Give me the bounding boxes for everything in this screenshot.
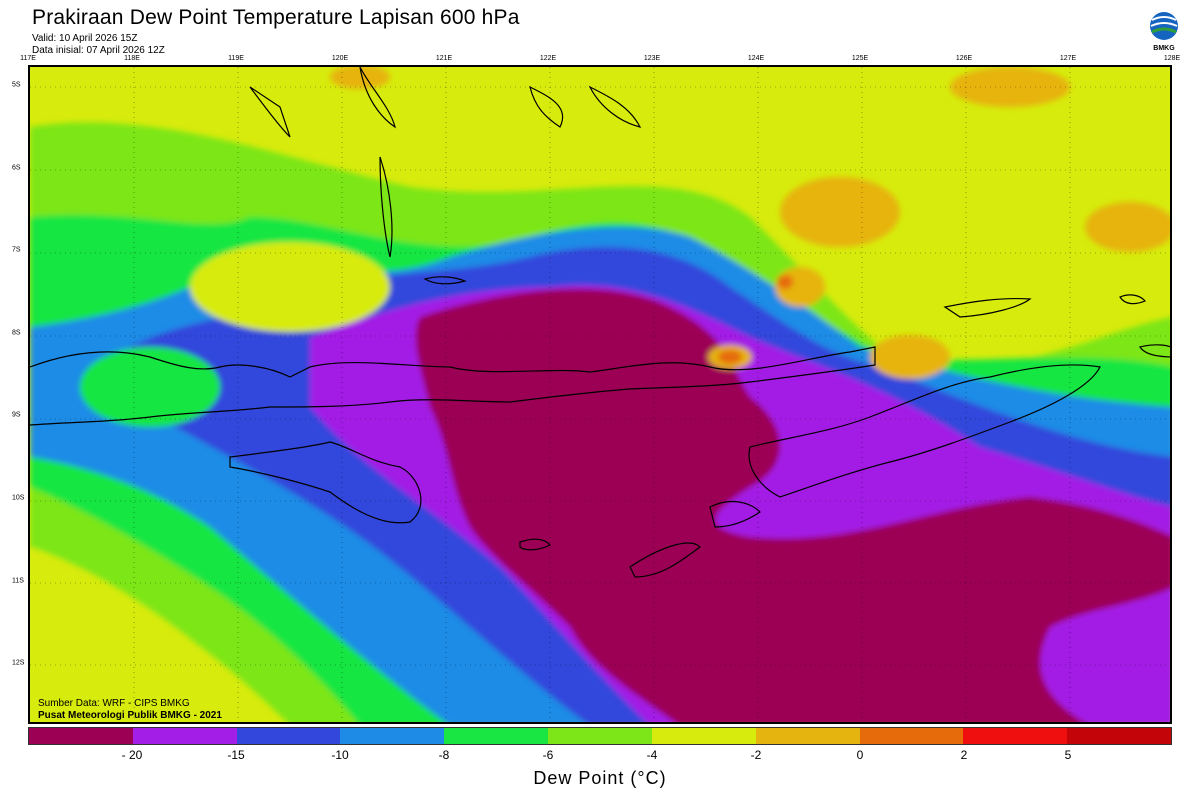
colorbar-segment xyxy=(340,728,445,744)
coastlines xyxy=(30,67,1170,578)
bmkg-logo-icon xyxy=(1150,12,1178,40)
colorbar-segment xyxy=(444,728,549,744)
lon-label: 127E xyxy=(1059,55,1077,62)
lon-label: 123E xyxy=(643,55,661,62)
lat-label: 11S xyxy=(12,577,24,585)
lon-label: 121E xyxy=(435,55,453,62)
colorbar-segment xyxy=(29,728,133,744)
init-time: Data inisial: 07 April 2026 12Z xyxy=(32,45,165,56)
colorbar-tick: -6 xyxy=(542,748,554,762)
lon-label: 119E xyxy=(228,55,244,62)
dewpoint-field xyxy=(30,67,1170,722)
lon-label: 128E xyxy=(1163,55,1181,62)
lat-label: 12S xyxy=(12,659,25,667)
lat-label: 9S xyxy=(12,411,21,419)
colorbar-tick: - 20 xyxy=(121,748,143,762)
colorbar-label: Dew Point (°C) xyxy=(533,768,667,788)
dewpoint-map xyxy=(28,65,1172,724)
colorbar-segment xyxy=(236,728,341,744)
colorbar-tick: -4 xyxy=(646,748,658,762)
colorbar-tick: 5 xyxy=(1064,748,1072,762)
lat-label: 8S xyxy=(12,329,21,337)
lon-label: 117E xyxy=(20,55,36,62)
map-title: Prakiraan Dew Point Temperature Lapisan … xyxy=(32,6,520,29)
source-label: Sumber Data: WRF - CIPS BMKG xyxy=(38,698,190,709)
colorbar-tick: 2 xyxy=(960,748,968,762)
lon-label: 118E xyxy=(124,55,140,62)
colorbar-segment xyxy=(651,728,756,744)
lon-label: 120E xyxy=(331,55,349,62)
bmkg-logo-text: BMKG xyxy=(1153,45,1175,52)
publisher-label: Pusat Meteorologi Publik BMKG - 2021 xyxy=(38,710,222,721)
lon-label: 124E xyxy=(747,55,765,62)
lat-label: 10S xyxy=(12,494,25,502)
colorbar xyxy=(28,727,1172,745)
lon-label: 125E xyxy=(851,55,869,62)
colorbar-tick: 0 xyxy=(856,748,864,762)
colorbar-segment xyxy=(859,728,964,744)
colorbar-segment xyxy=(1067,728,1171,744)
colorbar-segment xyxy=(548,728,652,744)
colorbar-tick: -8 xyxy=(438,748,450,762)
lat-label: 5S xyxy=(12,81,21,89)
lon-label: 122E xyxy=(539,55,557,62)
lon-label: 126E xyxy=(955,55,973,62)
colorbar-segment xyxy=(755,728,860,744)
colorbar-tick: -2 xyxy=(750,748,762,762)
colorbar-segment xyxy=(963,728,1068,744)
lat-label: 7S xyxy=(12,246,21,254)
lat-label: 6S xyxy=(12,164,21,172)
colorbar-segment xyxy=(132,728,237,744)
valid-time: Valid: 10 April 2026 15Z xyxy=(32,33,138,44)
colorbar-tick: -10 xyxy=(331,748,349,762)
colorbar-tick: -15 xyxy=(227,748,245,762)
